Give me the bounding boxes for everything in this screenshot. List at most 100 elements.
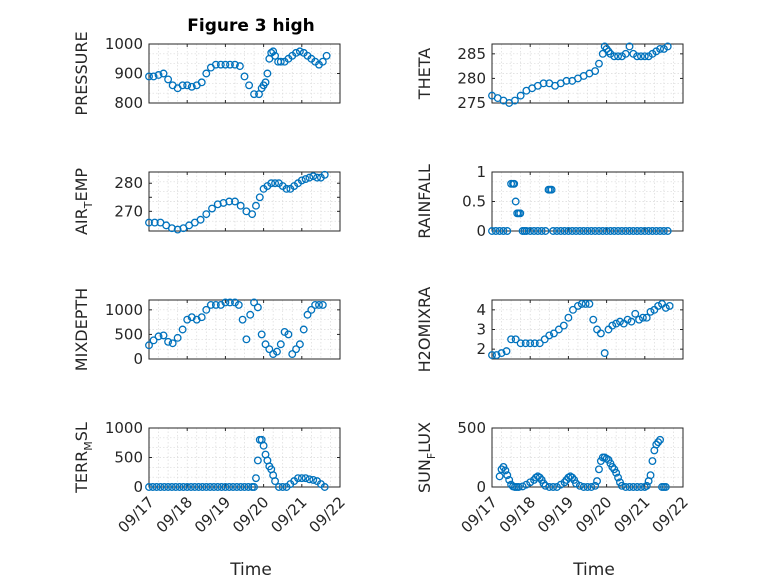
y-axis-label: PRESSURE [72, 31, 91, 115]
data-point [288, 350, 297, 359]
data-point [495, 472, 504, 481]
data-point [627, 317, 636, 326]
data-point [540, 335, 549, 344]
data-point [665, 301, 674, 310]
data-point [194, 483, 203, 491]
data-point [617, 227, 626, 235]
y-tick-label: 0 [476, 222, 486, 240]
data-point [568, 473, 577, 482]
data-point [503, 471, 512, 480]
data-point [560, 478, 569, 487]
data-point [507, 335, 516, 344]
y-tick-label: 1000 [105, 301, 143, 319]
data-point [640, 227, 649, 235]
data-point [522, 227, 531, 235]
data-point [240, 483, 249, 491]
data-point [577, 299, 586, 308]
data-point [637, 483, 645, 491]
data-point [621, 483, 630, 491]
data-point [244, 483, 253, 491]
data-point [216, 60, 225, 69]
data-point [499, 227, 508, 235]
data-point [545, 331, 554, 340]
y-axis-label-sub: F [425, 453, 438, 459]
data-point [501, 466, 510, 475]
data-point [541, 481, 550, 490]
data-point [164, 75, 173, 84]
data-point [171, 483, 180, 491]
y-tick-label: 2 [476, 340, 486, 358]
data-point [583, 227, 592, 235]
subplot-3: 270 280 AIRTEMP [72, 168, 341, 235]
data-point [614, 227, 623, 235]
subplot-1: 800 900 1000 PRESSURE [72, 31, 341, 116]
data-point [156, 483, 165, 491]
subplot-6: 23 4 H2OMIXRA [415, 287, 684, 372]
y-tick-label: 4 [476, 301, 486, 319]
data-point [587, 483, 596, 491]
y-axis-label: THETA [415, 48, 434, 100]
data-point [552, 227, 561, 235]
data-point [608, 321, 617, 330]
y-axis-label: AIRTEMP [72, 168, 95, 235]
data-point [516, 209, 525, 218]
data-point [654, 438, 663, 447]
y-axis-label: SUNFLUX [415, 422, 438, 493]
y-axis-label-main: AIR [72, 208, 91, 235]
data-point [612, 468, 621, 477]
data-point [491, 227, 500, 235]
y-tick-label: 0 [476, 478, 486, 496]
data-point [629, 483, 638, 491]
data-point [305, 475, 314, 484]
data-point [152, 483, 161, 491]
data-point [591, 227, 600, 235]
x-tick-label: 09/20 [572, 493, 615, 536]
data-point [261, 340, 270, 349]
data-point [211, 300, 220, 309]
data-point [267, 179, 276, 188]
data-point [526, 227, 535, 235]
data-point [252, 474, 260, 483]
data-point [623, 315, 632, 324]
data-point [497, 465, 506, 474]
data-point [646, 307, 655, 316]
data-point [164, 483, 173, 491]
data-point [574, 301, 582, 310]
y-axis-label: MIXDEPTH [72, 288, 91, 371]
data-point [610, 227, 619, 235]
data-point [488, 227, 496, 235]
data-point [225, 197, 234, 206]
data-point [278, 483, 287, 491]
subplot-4: 0 0.5 1 RAINFALL [415, 163, 684, 240]
data-point [659, 227, 668, 235]
axes-frame [148, 171, 341, 232]
x-tick-label: 09/19 [534, 493, 577, 536]
data-point [488, 351, 496, 360]
data-point [276, 57, 285, 66]
data-point [549, 329, 558, 338]
data-point [549, 227, 558, 235]
data-point [510, 179, 519, 188]
data-point [595, 59, 603, 68]
data-point [556, 227, 565, 235]
data-point [253, 456, 262, 465]
data-point [309, 475, 318, 484]
y-axis-label-rest: LUX [415, 422, 434, 453]
data-point [257, 330, 266, 339]
data-point [642, 481, 651, 490]
data-point [301, 175, 310, 183]
data-point [245, 81, 254, 90]
data-point [526, 339, 535, 348]
x-tick-label: 09/20 [229, 493, 272, 536]
data-point [238, 315, 247, 324]
figure-title: Figure 3 high [187, 16, 315, 36]
data-point [593, 477, 601, 486]
data-point [154, 332, 163, 341]
data-point [661, 483, 670, 491]
data-point [625, 483, 634, 491]
y-tick-label: 285 [457, 45, 486, 63]
data-point [640, 52, 649, 61]
y-axis-label-rest: EMP [72, 168, 91, 202]
data-point [226, 298, 234, 307]
